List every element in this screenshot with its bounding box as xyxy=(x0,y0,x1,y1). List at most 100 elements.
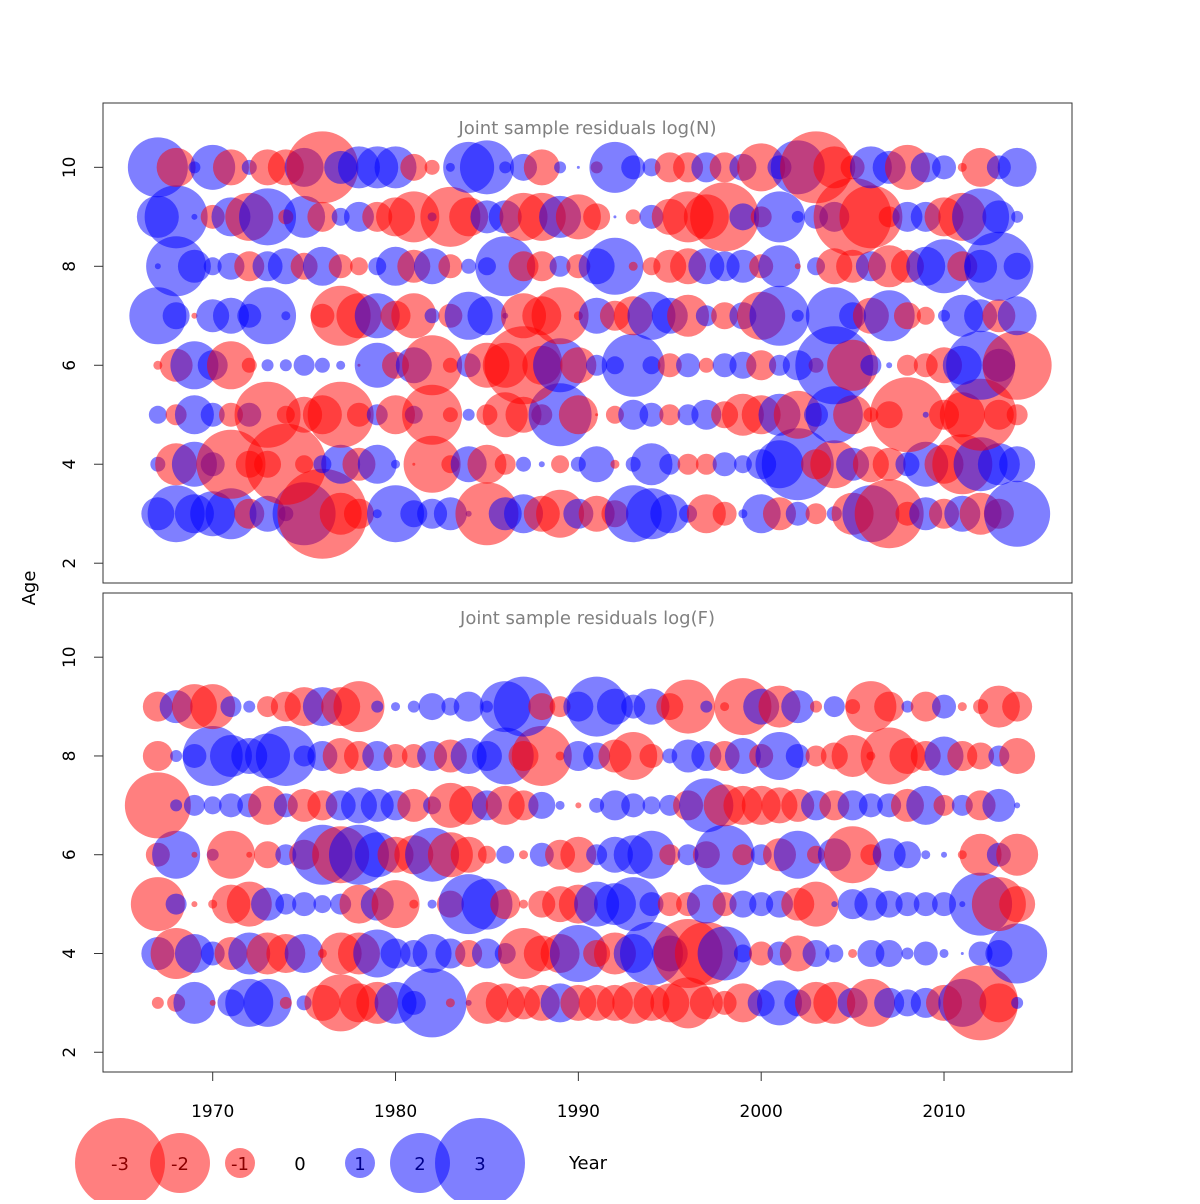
x-tick-label: 1970 xyxy=(191,1102,234,1122)
residual-bubble xyxy=(854,479,924,549)
residual-bubble xyxy=(781,690,815,724)
residual-bubble xyxy=(833,395,873,435)
residual-bubble xyxy=(858,793,883,818)
residual-bubble xyxy=(659,453,681,475)
y-tick-label: 8 xyxy=(60,261,80,272)
legend-label: 3 xyxy=(474,1154,485,1175)
residual-bubble xyxy=(450,836,487,873)
residual-bubble xyxy=(558,395,598,435)
residual-bubble xyxy=(418,693,446,721)
residual-bubble xyxy=(190,684,236,730)
residual-bubble xyxy=(959,833,1002,876)
residual-bubble xyxy=(424,308,440,324)
y-tick-label: 4 xyxy=(60,948,80,959)
residual-bubble xyxy=(371,700,384,713)
panel-title: Joint sample residuals log(N) xyxy=(457,118,716,139)
residual-bubble xyxy=(609,731,658,780)
residual-bubble xyxy=(461,258,477,274)
panel-2: Joint sample residuals log(F) 2 4 6 8 10 1970 1… xyxy=(60,592,1073,1122)
panel-frame xyxy=(102,102,1073,584)
residual-bubble xyxy=(875,890,903,918)
residual-bubble xyxy=(606,877,661,932)
residual-bubble xyxy=(248,785,288,825)
residual-bubble xyxy=(621,793,646,818)
y-tick-label: 8 xyxy=(60,751,80,762)
residual-bubble xyxy=(442,407,458,423)
residual-bubble xyxy=(511,725,572,786)
residual-bubble xyxy=(982,200,1016,234)
residual-bubble xyxy=(496,845,515,864)
residual-bubble xyxy=(220,696,242,718)
residual-bubble xyxy=(519,850,529,860)
residual-bubble xyxy=(400,153,428,181)
residual-bubble xyxy=(555,751,565,761)
residual-bubble xyxy=(697,926,752,981)
residual-bubble xyxy=(968,941,993,966)
residual-bubble xyxy=(586,237,644,295)
residual-bubble xyxy=(901,947,914,960)
y-tick-label: 10 xyxy=(60,157,80,179)
y-tick-label: 2 xyxy=(60,1047,80,1058)
residual-bubble xyxy=(357,444,397,484)
residual-bubble xyxy=(174,933,214,973)
residual-bubble xyxy=(791,309,804,322)
residual-bubble xyxy=(293,354,315,376)
residual-bubble xyxy=(206,341,255,390)
residual-bubble xyxy=(589,141,641,193)
residual-bubble xyxy=(445,998,455,1008)
residual-bubble xyxy=(523,149,560,186)
residual-bubble xyxy=(343,498,374,529)
residual-bubble xyxy=(999,446,1036,483)
residual-bubble xyxy=(576,165,580,169)
residual-bubble xyxy=(690,182,760,252)
residual-bubble xyxy=(246,851,253,858)
residual-bubble xyxy=(686,884,726,924)
residual-bubble xyxy=(156,147,196,187)
x-tick-label: 2000 xyxy=(740,1102,783,1122)
residual-bubble xyxy=(346,402,371,427)
residual-bubble xyxy=(933,794,955,816)
residual-bubble xyxy=(362,740,393,771)
residual-bubble xyxy=(477,845,496,864)
residual-bubble xyxy=(292,892,317,917)
residual-bubble xyxy=(999,737,1036,774)
residual-bubble xyxy=(575,802,582,809)
residual-bubble xyxy=(650,494,690,534)
size-legend: -3 -2 -1 0 1 2 3 xyxy=(75,1118,525,1204)
residual-bubble xyxy=(729,203,757,231)
residual-bubble xyxy=(910,152,941,183)
residual-bubble xyxy=(549,924,607,982)
residual-bubble xyxy=(677,453,699,475)
residual-bubble xyxy=(921,850,931,860)
residual-bubble xyxy=(805,503,827,525)
residual-bubble xyxy=(712,353,737,378)
residual-bubble xyxy=(407,700,420,713)
residual-bubble xyxy=(560,347,597,384)
residual-bubble xyxy=(424,159,440,175)
residual-bubble xyxy=(813,146,856,189)
residual-bubble xyxy=(601,333,665,397)
residual-bubble xyxy=(932,155,957,180)
residual-bubble xyxy=(869,377,945,453)
residual-bubble xyxy=(724,737,761,774)
residual-bubble xyxy=(336,360,346,370)
residual-bubble xyxy=(839,185,903,249)
residual-bubble xyxy=(613,215,617,219)
residual-bubble xyxy=(239,287,297,345)
x-tick-label: 2010 xyxy=(922,1102,965,1122)
residual-bubble xyxy=(583,203,611,231)
residual-bubble xyxy=(755,731,804,780)
residual-bubble xyxy=(200,402,225,427)
residual-bubble xyxy=(494,453,516,475)
residual-bubble xyxy=(129,287,187,345)
residual-bubble xyxy=(906,785,946,825)
residual-bubble xyxy=(397,968,467,1038)
residual-bubble xyxy=(196,429,266,499)
residual-bubble xyxy=(560,836,597,873)
residual-bubble xyxy=(712,892,737,917)
residual-bubble xyxy=(997,296,1037,336)
series-age-4 xyxy=(150,423,1036,505)
residual-bubble xyxy=(241,357,257,373)
residual-bubble xyxy=(453,691,484,722)
residual-bubble xyxy=(893,302,921,330)
